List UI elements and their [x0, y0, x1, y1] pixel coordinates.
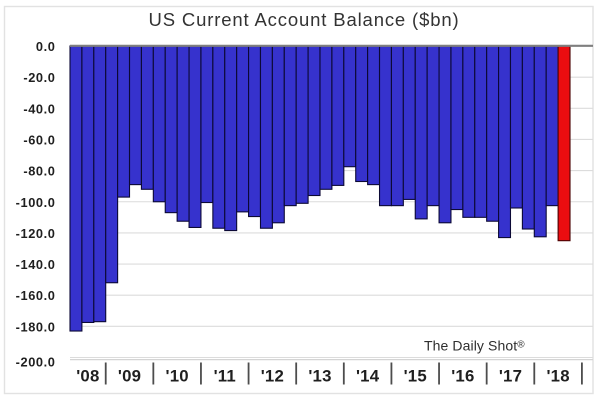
svg-text:'12: '12	[261, 367, 284, 386]
svg-text:'16: '16	[451, 367, 474, 386]
svg-text:'13: '13	[308, 367, 331, 386]
svg-text:-40.0: -40.0	[23, 101, 55, 116]
svg-text:'10: '10	[166, 367, 189, 386]
svg-text:'18: '18	[546, 367, 569, 386]
svg-text:-160.0: -160.0	[16, 288, 56, 303]
svg-text:-200.0: -200.0	[16, 354, 56, 369]
svg-text:-140.0: -140.0	[16, 257, 56, 272]
svg-text:'17: '17	[499, 367, 522, 386]
svg-text:0.0: 0.0	[36, 39, 56, 54]
svg-text:'11: '11	[214, 367, 236, 386]
svg-text:-20.0: -20.0	[23, 70, 55, 85]
svg-text:'09: '09	[118, 367, 141, 386]
svg-text:The Daily Shot®: The Daily Shot®	[424, 338, 525, 354]
svg-text:US Current Account Balance ($b: US Current Account Balance ($bn)	[148, 9, 459, 30]
svg-text:-120.0: -120.0	[16, 226, 56, 241]
svg-text:-60.0: -60.0	[23, 132, 55, 147]
svg-text:-180.0: -180.0	[16, 319, 56, 334]
svg-text:-100.0: -100.0	[16, 195, 56, 210]
svg-text:'14: '14	[356, 367, 380, 386]
svg-text:-80.0: -80.0	[23, 164, 55, 179]
svg-text:'15: '15	[404, 367, 427, 386]
svg-text:'08: '08	[76, 367, 99, 386]
